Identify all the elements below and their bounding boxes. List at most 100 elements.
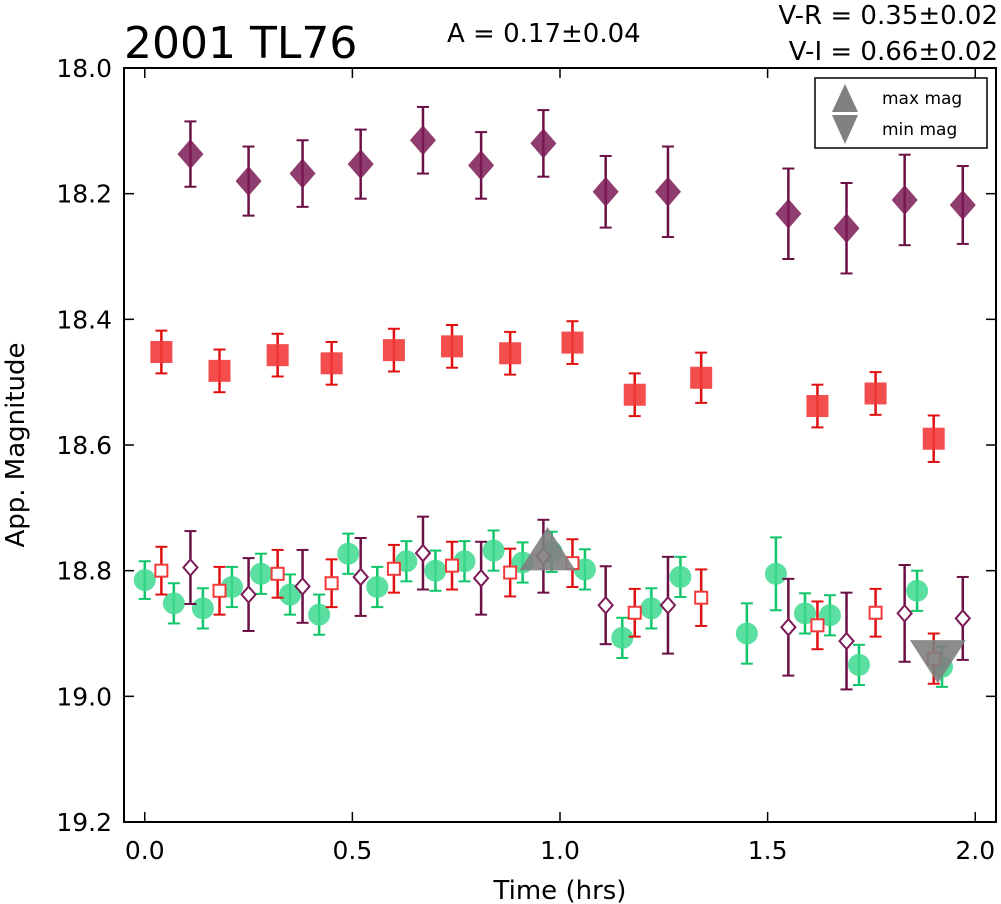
data-point-diamond (833, 213, 860, 244)
data-point-circle (640, 597, 663, 620)
data-point-open-diamond (597, 595, 615, 615)
series-3-diamond-open (182, 515, 972, 691)
data-point-open-square (154, 563, 169, 578)
series-1-square (150, 320, 945, 463)
data-point-open-diamond (352, 567, 370, 587)
data-point-square (208, 359, 231, 382)
data-point-open-square (694, 590, 709, 605)
data-point-open-diamond (414, 543, 432, 563)
data-point-open-diamond (838, 631, 855, 651)
data-point-square (864, 382, 887, 405)
y-tick-label: 18.0 (56, 54, 112, 83)
y-tick-label: 18.4 (56, 305, 112, 334)
legend-min-mag-label: min mag (882, 120, 957, 140)
data-point-open-diamond (896, 603, 913, 623)
data-point-circle (482, 539, 505, 562)
max-mag-marker (519, 526, 576, 571)
data-point-circle (735, 622, 758, 645)
vr-color-note: V-R = 0.35±0.02 (778, 1, 998, 31)
data-point-open-square (270, 566, 285, 581)
data-point-circle (250, 562, 273, 585)
data-point-square (690, 366, 713, 389)
extrema-markers (519, 526, 966, 684)
data-point-circle (308, 603, 331, 626)
min-mag-marker (909, 640, 966, 684)
data-point-square (266, 344, 289, 367)
data-point-diamond (289, 158, 316, 189)
amplitude-note: A = 0.17±0.04 (447, 19, 641, 49)
legend: max mag min mag (814, 77, 988, 149)
y-axis-label: App. Magnitude (1, 342, 31, 547)
y-tick-label: 18.8 (56, 557, 112, 586)
data-point-square (561, 331, 584, 354)
data-point-square (320, 352, 343, 375)
data-point-circle (133, 569, 156, 592)
series-4-square-open (154, 538, 941, 685)
data-point-square (150, 341, 173, 364)
data-point-diamond (654, 176, 681, 207)
data-point-open-square (868, 605, 883, 620)
data-point-diamond (177, 139, 204, 170)
data-point-circle (366, 576, 389, 599)
plot-frame (123, 67, 997, 823)
data-point-square (499, 342, 522, 365)
data-point-circle (191, 597, 214, 620)
y-tick-label: 19.0 (56, 682, 112, 711)
vi-color-note: V-I = 0.66±0.02 (789, 37, 998, 67)
axis-ticks: 0.0 0.5 1.0 1.5 2.0 18.0 18.2 18.4 18.6 18.8 19.0 1… (56, 54, 996, 865)
data-point-circle (424, 559, 447, 582)
data-point-diamond (891, 184, 918, 215)
data-point-open-square (324, 576, 339, 591)
data-point-open-square (212, 583, 227, 598)
data-point-open-diamond (240, 585, 257, 605)
x-tick-label: 1.0 (540, 836, 580, 865)
legend-min-mag-marker (832, 115, 858, 144)
data-point-open-diamond (780, 617, 797, 637)
series-2-circle (133, 529, 954, 688)
data-point-open-diamond (472, 568, 490, 588)
y-tick-label: 19.2 (56, 808, 112, 837)
data-point-open-diamond (659, 595, 677, 615)
y-tick-label: 18.2 (56, 180, 112, 209)
data-point-diamond (468, 150, 495, 181)
x-tick-label: 0.0 (125, 836, 165, 865)
data-point-diamond (235, 166, 262, 197)
x-axis-label: Time (hrs) (493, 876, 627, 904)
data-point-open-diamond (294, 576, 311, 596)
data-point-open-square (386, 561, 401, 576)
data-point-open-square (810, 618, 825, 633)
data-point-diamond (949, 189, 976, 220)
plot-area (133, 105, 976, 691)
y-tick-label: 18.6 (56, 431, 112, 460)
legend-max-mag-marker (832, 84, 858, 112)
data-point-diamond (530, 128, 557, 159)
x-tick-label: 0.5 (332, 836, 372, 865)
data-point-square (922, 427, 945, 450)
data-point-open-diamond (182, 558, 199, 578)
data-point-square (441, 335, 464, 358)
data-point-open-square (445, 558, 460, 573)
data-point-square (382, 339, 405, 362)
data-point-circle (847, 653, 870, 676)
legend-max-mag-label: max mag (882, 89, 962, 109)
data-point-open-diamond (954, 608, 972, 628)
x-tick-label: 2.0 (955, 836, 995, 865)
data-point-circle (764, 562, 787, 585)
data-point-open-square (627, 605, 642, 620)
chart-title: 2001 TL76 (124, 18, 357, 69)
data-point-diamond (775, 198, 802, 229)
data-point-diamond (592, 176, 619, 207)
data-point-circle (337, 542, 360, 565)
data-point-diamond (347, 149, 374, 180)
data-point-square (623, 383, 646, 406)
data-point-diamond (409, 125, 436, 156)
data-point-circle (906, 579, 929, 602)
data-point-circle (279, 583, 302, 606)
data-point-circle (669, 565, 692, 588)
data-point-circle (611, 626, 634, 649)
series-0-diamond (177, 105, 976, 275)
data-point-square (806, 395, 829, 418)
x-tick-label: 1.5 (748, 836, 788, 865)
data-point-circle (162, 592, 185, 615)
